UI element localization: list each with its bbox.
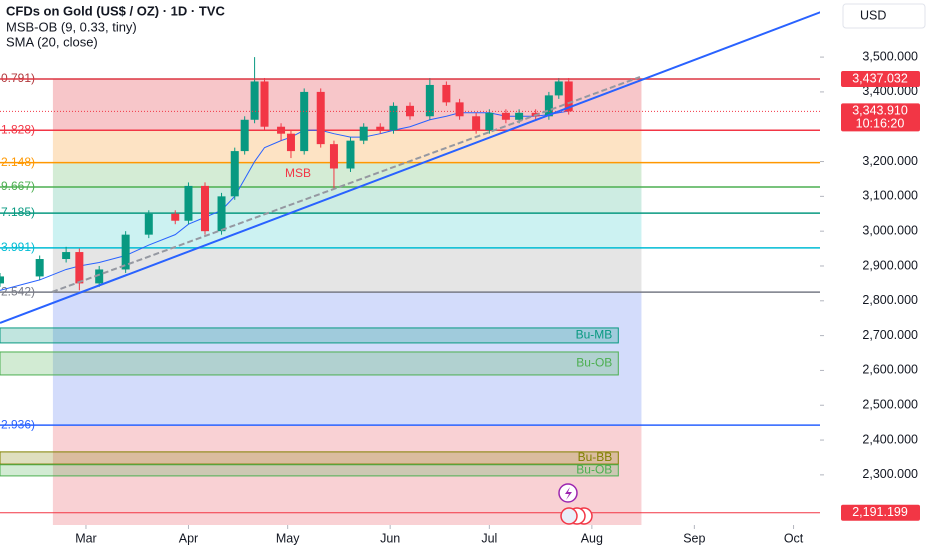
x-tick-label: Jun [380,531,400,545]
fib-band [52,79,642,131]
currency-box [842,3,926,29]
candle-body [472,116,481,131]
candle-body [406,105,414,117]
candle-body [554,81,563,96]
zone-label: Bu-OB [576,356,612,370]
candle-body [442,84,451,103]
flag-icon[interactable] [560,507,578,525]
plot-area: 0.791) 1.828) 2.148) 9.667) 7.185) 3.991) 2.54… [0,57,820,525]
candle-body [217,196,226,232]
y-tick-label: 3,200.000 [862,154,918,168]
candle-body [455,102,464,117]
candle-body [250,81,259,120]
price-label: 2,191.199 [852,505,908,519]
x-tick-label: Jul [481,531,497,545]
candle-body [544,95,553,117]
candle-body [286,133,295,152]
zone [0,327,619,344]
x-tick-label: Aug [581,531,603,545]
candle-body [75,252,84,284]
fib-label: 2.542) [1,284,35,298]
y-tick-label: 2,400.000 [862,432,918,446]
price-label-box [841,504,920,521]
candle-body [121,234,130,270]
candle-body [184,185,193,221]
candle-body [240,119,249,152]
candle-body [316,91,325,145]
x-tick-label: Oct [784,531,804,545]
fib-label: 2.936) [1,417,35,431]
event-icon-bolt [565,487,572,500]
candle-body [515,112,524,120]
y-tick-label: 2,900.000 [862,258,918,272]
candle-body [329,144,338,169]
x-tick-label: Sep [683,531,705,545]
price-label-box [841,71,920,88]
indicator: MSB-OB (9, 0.33, tiny) [6,19,137,34]
y-tick-label: 3,000.000 [862,223,918,237]
chart-title: CFDs on Gold (US$ / OZ) · 1D · TVC [6,3,225,18]
y-tick-label: 2,800.000 [862,293,918,307]
candle-body [0,276,4,284]
zone-label: Bu-OB [576,463,612,477]
candle-body [300,91,309,152]
y-tick-label: 3,500.000 [862,49,918,63]
x-tick-label: Apr [179,531,198,545]
fib-band [52,425,642,525]
fib-label: 0.791) [1,71,35,85]
candle-body [501,112,510,120]
zone [0,464,619,477]
fib-band [52,213,642,248]
y-tick-label: 2,300.000 [862,467,918,481]
zone [0,451,619,465]
candle-body [346,140,355,169]
annotation: MSB [285,166,311,180]
candle-body [230,151,239,197]
fib-label: 3.991) [1,240,35,254]
candle-body [201,185,209,232]
indicator: SMA (20, close) [6,34,98,49]
legend-bg [0,0,270,52]
candle-body [277,126,286,134]
price-countdown: 10:16:20 [856,117,905,131]
y-tick-label: 2,500.000 [862,398,918,412]
price-label-box [841,103,920,132]
zone [0,351,619,376]
candle-body [35,259,44,277]
fib-label: 1.828) [1,122,35,136]
fib-band [52,292,642,426]
candle-body [95,269,104,284]
y-tick-label: 2,700.000 [862,328,918,342]
candle-body [376,126,385,131]
currency: USD [860,8,886,22]
price-label: 3,437.032 [852,71,908,85]
trend-line-dashed [51,76,641,293]
price-label: 3,343.910 [852,104,908,118]
zone-label: Bu-BB [578,450,613,464]
candle-body [171,213,180,221]
candle-body [62,252,71,260]
candle-body [389,105,398,131]
y-tick-label: 3,100.000 [862,189,918,203]
candle-body [144,213,153,235]
price-axis [820,0,932,550]
fib-label: 2.148) [1,155,35,169]
y-tick-label: 3,400.000 [862,84,918,98]
fib-label: 9.667) [1,179,35,193]
fib-label: 7.185) [1,205,35,219]
trend-line [0,3,843,324]
x-tick-label: Mar [75,531,97,545]
candle-body [425,84,434,117]
candle-body [485,112,494,131]
fib-band [52,247,642,293]
candle-body [260,81,269,127]
candle-body [564,81,573,112]
candle-body [359,126,368,141]
zone-label: Bu-MB [576,328,613,342]
y-tick-label: 2,600.000 [862,363,918,377]
x-tick-label: May [276,531,300,545]
